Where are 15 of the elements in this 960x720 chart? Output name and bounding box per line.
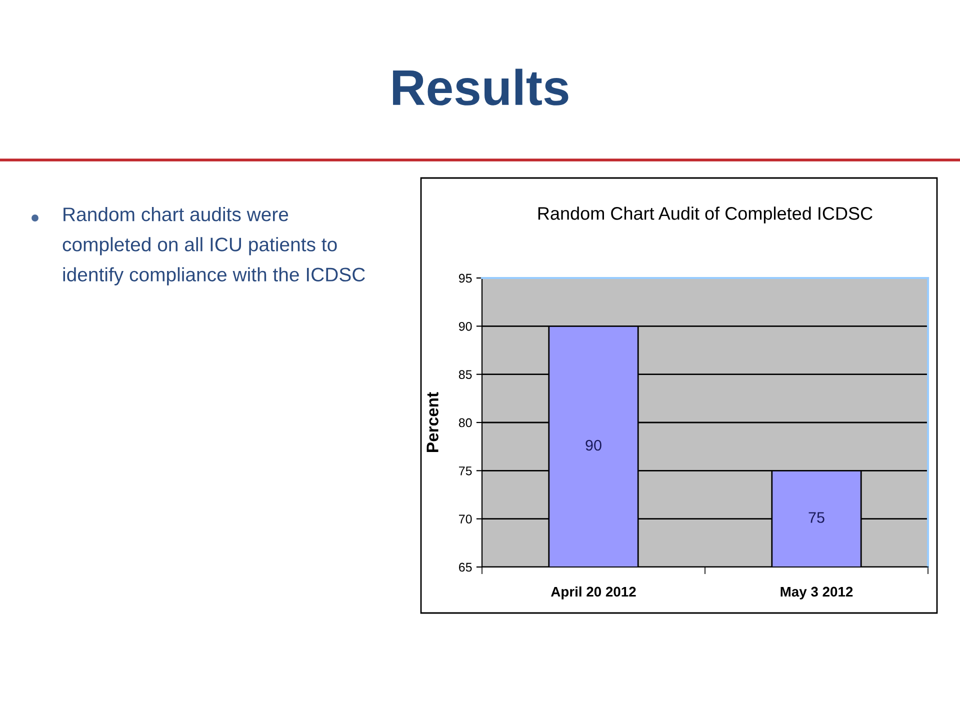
y-tick-label: 95: [458, 274, 472, 283]
y-tick-label: 90: [458, 322, 472, 331]
y-tick-label: 70: [459, 514, 472, 524]
data-label: 90: [586, 440, 602, 451]
x-tick-label: May 3 2012: [780, 586, 853, 600]
y-tick-label: 80: [458, 418, 472, 428]
y-tick-label: 75: [459, 466, 472, 476]
text: Results: [393, 68, 568, 106]
y-axis-title: Percent: [426, 392, 438, 452]
chart-title: Random Chart Audit of Completed ICDSC: [538, 206, 872, 224]
text: Random chart audits were completed on all ICU patients to identify compliance with the ICDSC: [62, 207, 365, 286]
y-tick-label: 65: [459, 562, 472, 572]
x-tick-label: April 20 2012: [551, 586, 636, 600]
y-tick-label: 85: [458, 370, 472, 379]
data-label: 75: [808, 512, 824, 523]
